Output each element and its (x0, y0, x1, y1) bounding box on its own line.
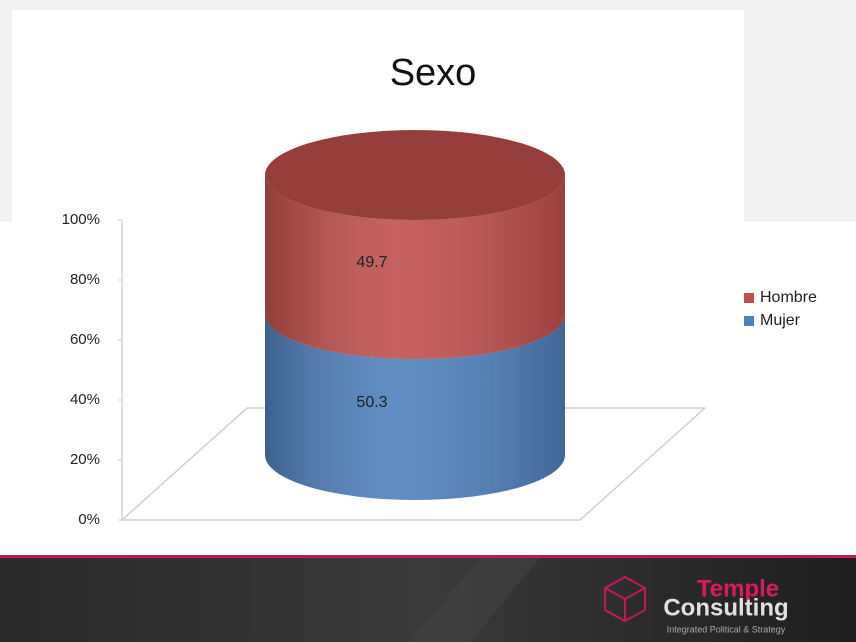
legend-swatch (744, 293, 754, 303)
footer-stripe (410, 558, 540, 642)
chart-title: Sexo (390, 52, 477, 94)
cylinder-top-shade (265, 130, 565, 220)
footer-line (0, 555, 856, 558)
y-tick-label: 0% (78, 511, 100, 528)
legend-swatch (744, 316, 754, 326)
data-label: 50.3 (356, 394, 387, 411)
cylinder-top (265, 130, 565, 220)
y-tick-label: 80% (70, 271, 100, 288)
data-label: 49.7 (356, 254, 387, 271)
y-tick-label: 100% (62, 211, 100, 228)
y-tick-label: 60% (70, 331, 100, 348)
floor-edge (121, 220, 706, 521)
tagline: Integrated Political & Strategy (667, 624, 786, 634)
logo-icon (604, 575, 646, 623)
segment-shade (265, 175, 565, 360)
legend-label: Mujer (760, 312, 801, 329)
legend-label: Hombre (760, 289, 817, 306)
y-tick-label: 40% (70, 391, 100, 408)
brand-bottom: Consulting (663, 594, 788, 621)
y-tick-label: 20% (70, 451, 100, 468)
segment-shade (265, 314, 565, 500)
brand-top: Temple (697, 575, 779, 602)
